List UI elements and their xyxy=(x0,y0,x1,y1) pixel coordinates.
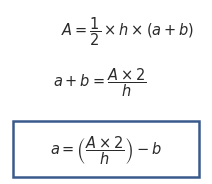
Text: $a + b = \dfrac{A \times 2}{h}$: $a + b = \dfrac{A \times 2}{h}$ xyxy=(53,67,146,99)
Text: $A = \dfrac{1}{2} \times h \times (a + b)$: $A = \dfrac{1}{2} \times h \times (a + b… xyxy=(61,15,194,47)
Text: $a = \left(\dfrac{A \times 2}{h}\right) - b$: $a = \left(\dfrac{A \times 2}{h}\right) … xyxy=(50,135,162,167)
FancyBboxPatch shape xyxy=(13,121,199,177)
